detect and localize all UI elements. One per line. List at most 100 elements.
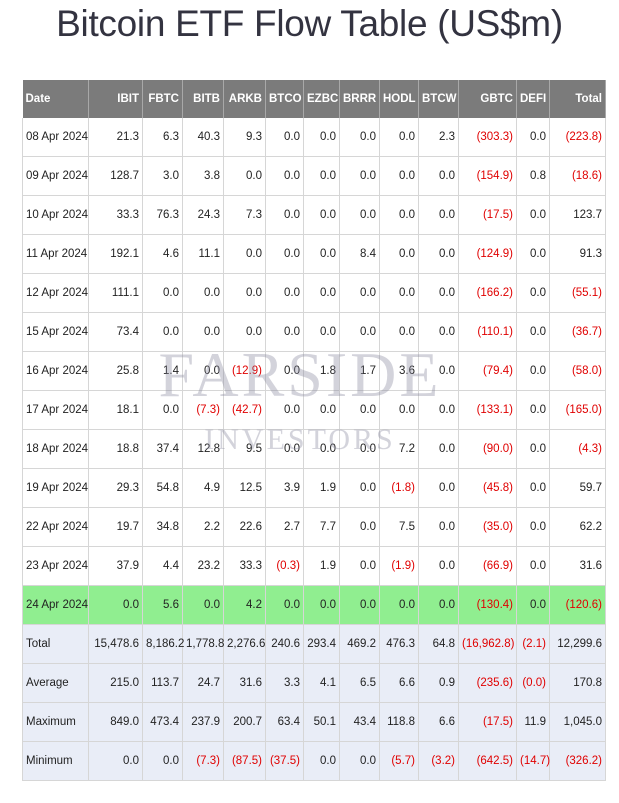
table-row: 17 Apr 2024 18.1 0.0 (7.3) (42.7) 0.0 0.0 0.0 0.… [22, 390, 606, 430]
table-cell-ezbc: 0.0 [303, 234, 340, 274]
etf-flow-table: Date IBIT FBTC BITB ARKB BTCO EZBC BRRR HODL BTCW… [22, 80, 606, 781]
table-cell-arkb: (42.7) [223, 390, 266, 430]
table-cell-hodl: 0.0 [379, 195, 419, 235]
table-cell-ezbc: 1.8 [303, 351, 340, 391]
table-row: 11 Apr 2024 192.1 4.6 11.1 0.0 0.0 0.0 8.4 0.0 0.… [22, 234, 606, 274]
table-cell-defi: 0.0 [516, 118, 550, 157]
table-row: 09 Apr 2024 128.7 3.0 3.8 0.0 0.0 0.0 0.0 0.0 0.0… [22, 156, 606, 196]
table-cell-bitb: 4.9 [182, 468, 224, 508]
table-cell-fbtc: 8,186.2 [142, 624, 184, 664]
column-header-gbtc: GBTC [458, 80, 517, 118]
table-cell-hodl: 3.6 [379, 351, 419, 391]
table-cell-ezbc: 0.0 [303, 429, 340, 469]
table-cell-date: Average [22, 663, 89, 703]
table-row: 08 Apr 2024 21.3 6.3 40.3 9.3 0.0 0.0 0.0 0.0 2.3… [22, 118, 606, 157]
table-cell-bitb: 24.3 [182, 195, 224, 235]
table-cell-btcw: 0.0 [418, 390, 459, 430]
table-cell-defi: 0.0 [516, 585, 550, 625]
table-cell-defi: 0.0 [516, 234, 550, 274]
table-cell-ibit: 215.0 [88, 663, 143, 703]
table-cell-bitb: 12.8 [182, 429, 224, 469]
table-cell-arkb: 0.0 [223, 156, 266, 196]
table-cell-hodl: 0.0 [379, 273, 419, 313]
summary-row-maximum: Maximum 849.0 473.4 237.9 200.7 63.4 50.1 43.4 1… [22, 702, 606, 742]
table-cell-btcw: 64.8 [418, 624, 459, 664]
table-cell-hodl: (1.8) [379, 468, 419, 508]
table-cell-gbtc: (90.0) [458, 429, 517, 469]
table-cell-fbtc: 1.4 [142, 351, 183, 391]
table-cell-date: 11 Apr 2024 [22, 234, 89, 274]
table-cell-btcw: 0.0 [418, 195, 459, 235]
table-cell-arkb: 0.0 [223, 234, 266, 274]
column-header-ibit: IBIT [88, 80, 143, 118]
table-cell-date: Minimum [22, 741, 89, 781]
table-cell-ibit: 0.0 [88, 741, 143, 781]
table-cell-bitb: 3.8 [182, 156, 224, 196]
table-cell-fbtc: 4.4 [142, 546, 183, 586]
table-cell-brrr: 6.5 [339, 663, 380, 703]
table-cell-total: (58.0) [549, 351, 606, 391]
table-cell-ezbc: 293.4 [303, 624, 340, 664]
table-cell-defi: (2.1) [516, 624, 550, 664]
table-cell-brrr: 469.2 [339, 624, 380, 664]
table-cell-ibit: 128.7 [88, 156, 143, 196]
table-cell-bitb: 0.0 [182, 585, 224, 625]
table-cell-btco: 0.0 [265, 429, 304, 469]
column-header-defi: DEFI [516, 80, 550, 118]
table-row: 15 Apr 2024 73.4 0.0 0.0 0.0 0.0 0.0 0.0 0.0 0.0(… [22, 312, 606, 352]
table-cell-arkb: 22.6 [223, 507, 266, 547]
table-row: 23 Apr 2024 37.9 4.4 23.2 33.3 (0.3) 1.9 0.0 (1.… [22, 546, 606, 586]
table-cell-btco: 0.0 [265, 390, 304, 430]
table-cell-arkb: 4.2 [223, 585, 266, 625]
table-cell-fbtc: 5.6 [142, 585, 183, 625]
column-header-btcw: BTCW [418, 80, 459, 118]
table-cell-btco: (37.5) [265, 741, 304, 781]
table-cell-total: (55.1) [549, 273, 606, 313]
table-cell-fbtc: 0.0 [142, 273, 183, 313]
table-cell-btco: 0.0 [265, 156, 304, 196]
table-cell-ibit: 25.8 [88, 351, 143, 391]
column-header-arkb: ARKB [223, 80, 266, 118]
table-row: 10 Apr 2024 33.3 76.3 24.3 7.3 0.0 0.0 0.0 0.0 0.… [22, 195, 606, 235]
table-cell-defi: 11.9 [516, 702, 550, 742]
table-cell-bitb: (7.3) [182, 390, 224, 430]
table-cell-hodl: 0.0 [379, 118, 419, 157]
table-cell-fbtc: 3.0 [142, 156, 183, 196]
table-cell-ibit: 192.1 [88, 234, 143, 274]
table-cell-btco: 63.4 [265, 702, 304, 742]
table-cell-brrr: 0.0 [339, 741, 380, 781]
table-row: 22 Apr 2024 19.7 34.8 2.2 22.6 2.7 7.7 0.0 7.5 0.… [22, 507, 606, 547]
table-cell-brrr: 0.0 [339, 195, 380, 235]
table-cell-brrr: 0.0 [339, 118, 380, 157]
column-header-total: Total [549, 80, 606, 118]
table-cell-brrr: 0.0 [339, 468, 380, 508]
table-cell-btcw: 0.0 [418, 312, 459, 352]
table-cell-arkb: 0.0 [223, 312, 266, 352]
table-cell-arkb: 12.5 [223, 468, 266, 508]
table-cell-ezbc: 4.1 [303, 663, 340, 703]
table-cell-defi: 0.0 [516, 390, 550, 430]
table-cell-date: 18 Apr 2024 [22, 429, 89, 469]
table-cell-brrr: 0.0 [339, 429, 380, 469]
table-cell-btco: 0.0 [265, 312, 304, 352]
table-cell-brrr: 8.4 [339, 234, 380, 274]
summary-row-average: Average 215.0 113.7 24.7 31.6 3.3 4.1 6.5 6.6 0.9… [22, 663, 606, 703]
table-cell-bitb: 11.1 [182, 234, 224, 274]
table-cell-total: (326.2) [549, 741, 606, 781]
table-cell-btcw: 0.0 [418, 468, 459, 508]
table-cell-btcw: 0.0 [418, 273, 459, 313]
table-cell-btco: (0.3) [265, 546, 304, 586]
table-cell-gbtc: (66.9) [458, 546, 517, 586]
table-cell-btcw: 6.6 [418, 702, 459, 742]
table-cell-fbtc: 113.7 [142, 663, 183, 703]
table-cell-date: 16 Apr 2024 [22, 351, 89, 391]
table-cell-arkb: 33.3 [223, 546, 266, 586]
table-cell-date: 17 Apr 2024 [22, 390, 89, 430]
table-cell-total: (120.6) [549, 585, 606, 625]
table-cell-ibit: 37.9 [88, 546, 143, 586]
table-cell-hodl: (5.7) [379, 741, 419, 781]
table-cell-total: (223.8) [549, 118, 606, 157]
table-cell-ezbc: 0.0 [303, 741, 340, 781]
table-cell-ezbc: 1.9 [303, 468, 340, 508]
table-cell-total: 12,299.6 [549, 624, 606, 664]
